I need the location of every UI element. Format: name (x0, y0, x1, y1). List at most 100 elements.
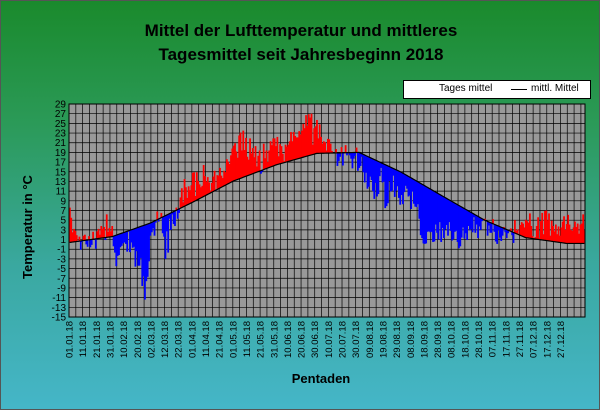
daily-mean-bar (287, 144, 290, 162)
x-axis-label: Pentaden (291, 371, 351, 386)
daily-mean-bar (275, 146, 277, 165)
x-tick-label: 11.04.18 (201, 321, 212, 357)
daily-mean-bar (146, 224, 149, 277)
daily-mean-bar (234, 143, 236, 181)
daily-mean-bar (246, 156, 249, 176)
daily-mean-bar (272, 138, 275, 167)
daily-mean-bar (307, 114, 310, 156)
daily-mean-bar (504, 228, 507, 233)
x-tick-label: 01.04.18 (187, 321, 198, 358)
daily-mean-bar (572, 227, 575, 244)
daily-mean-bar (511, 231, 514, 236)
daily-mean-bar (567, 214, 570, 244)
daily-mean-bar (370, 158, 373, 181)
daily-mean-bar (145, 224, 148, 282)
chart-legend: Tages mittel mittl. Mittel (403, 80, 591, 99)
daily-mean-bar (94, 238, 97, 249)
daily-mean-bar (524, 219, 527, 238)
daily-mean-bar (500, 227, 503, 241)
daily-mean-bar (367, 156, 370, 187)
daily-mean-bar (418, 182, 421, 219)
daily-mean-bar (554, 224, 557, 242)
daily-mean-bar (134, 228, 137, 267)
daily-mean-bar (264, 158, 266, 170)
daily-mean-bar (266, 162, 269, 169)
daily-mean-bar (302, 123, 305, 158)
daily-mean-bar (365, 155, 367, 173)
daily-mean-bar (174, 210, 176, 226)
daily-mean-bar (396, 170, 399, 187)
daily-mean-bar (373, 159, 376, 199)
daily-mean-bar (82, 235, 85, 241)
daily-mean-bar (86, 240, 89, 247)
daily-mean-bar (406, 175, 408, 189)
daily-mean-bar (392, 168, 395, 176)
daily-mean-bar (78, 236, 81, 242)
daily-mean-bar (407, 176, 410, 197)
daily-mean-bar (126, 231, 129, 252)
x-tick-label: 21.05.18 (256, 321, 267, 358)
daily-mean-bar (473, 213, 475, 218)
daily-mean-bar (115, 235, 118, 267)
daily-mean-bar (104, 237, 107, 241)
x-tick-label: 08.10.18 (447, 321, 458, 358)
daily-mean-bar (286, 146, 288, 162)
daily-mean-bar (468, 211, 471, 231)
daily-mean-bar (186, 197, 189, 205)
daily-mean-bar (96, 231, 99, 239)
y-tick-label: -7 (57, 274, 66, 285)
daily-mean-bar (559, 235, 561, 243)
daily-mean-bar (542, 234, 545, 241)
daily-mean-bar (544, 210, 546, 241)
daily-mean-bar (253, 157, 256, 174)
daily-mean-bar (235, 151, 238, 180)
daily-mean-bar (288, 141, 291, 162)
daily-mean-bar (516, 229, 519, 235)
y-tick-label: 1 (60, 235, 66, 246)
daily-mean-bar (70, 217, 73, 243)
daily-mean-bar (527, 222, 530, 238)
x-tick-label: 09.08.18 (365, 321, 376, 358)
daily-mean-bar (137, 227, 140, 266)
daily-mean-bar (458, 205, 460, 249)
daily-mean-bar (400, 172, 403, 196)
daily-mean-bar (74, 230, 77, 242)
y-tick-label: -13 (52, 303, 67, 314)
daily-mean-bar (552, 225, 555, 242)
daily-mean-bar (257, 155, 260, 172)
x-tick-label: 30.07.18 (351, 321, 362, 358)
daily-mean-bar (260, 170, 262, 174)
daily-mean-bar (204, 176, 206, 196)
daily-mean-bar (522, 223, 524, 237)
daily-mean-bar (271, 145, 273, 167)
daily-mean-bar (231, 148, 234, 182)
daily-mean-bar (276, 136, 279, 165)
y-tick-label: -3 (57, 254, 66, 265)
daily-mean-bar (327, 138, 329, 154)
x-tick-label: 17.11.18 (501, 321, 512, 357)
x-tick-label: 10.06.18 (283, 321, 294, 358)
daily-mean-bar (492, 219, 494, 224)
x-tick-label: 28.09.18 (433, 321, 444, 358)
daily-mean-bar (172, 211, 175, 225)
daily-mean-bar (399, 171, 402, 205)
daily-mean-bar (426, 187, 429, 232)
daily-mean-bar (101, 228, 104, 238)
daily-mean-bar (363, 154, 366, 183)
daily-mean-bar (471, 213, 474, 233)
x-tick-label: 11.05.18 (242, 321, 253, 357)
daily-mean-bar (440, 195, 443, 242)
y-tick-label: 29 (55, 100, 67, 111)
daily-mean-bar (557, 226, 560, 243)
y-tick-label: 15 (55, 167, 67, 178)
daily-mean-bar (294, 135, 297, 160)
x-tick-label: 10.07.18 (324, 321, 335, 358)
daily-mean-bar (359, 153, 362, 166)
daily-mean-bar (393, 169, 396, 197)
y-tick-label: 5 (60, 216, 66, 227)
daily-mean-bar (553, 231, 556, 242)
daily-mean-bar (451, 201, 453, 241)
daily-mean-bar (210, 182, 213, 193)
daily-mean-bar (582, 214, 585, 244)
daily-mean-bar (223, 170, 226, 186)
